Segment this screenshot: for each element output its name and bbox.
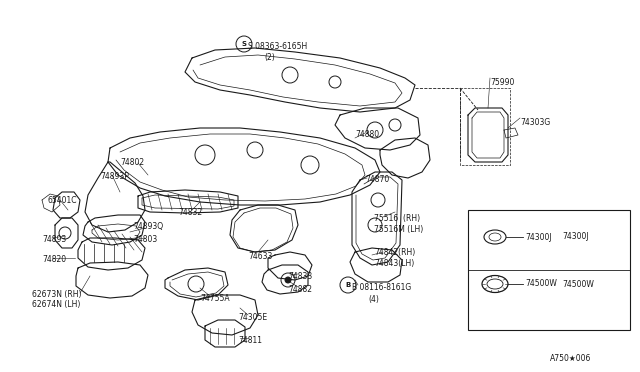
- Text: B: B: [346, 282, 351, 288]
- Text: 74755A: 74755A: [200, 294, 230, 303]
- Text: 74303G: 74303G: [520, 118, 550, 127]
- Text: 62673N (RH): 62673N (RH): [32, 290, 81, 299]
- Text: S 08363-6165H: S 08363-6165H: [248, 42, 307, 51]
- Text: 65401C: 65401C: [48, 196, 77, 205]
- Text: (2): (2): [264, 53, 275, 62]
- Text: 74842(RH): 74842(RH): [374, 248, 415, 257]
- Text: B 08116-8161G: B 08116-8161G: [352, 283, 412, 292]
- Text: 74832: 74832: [178, 208, 202, 217]
- Text: 74843(LH): 74843(LH): [374, 259, 414, 268]
- Text: 74893P: 74893P: [100, 172, 129, 181]
- Text: 74305E: 74305E: [238, 313, 267, 322]
- Circle shape: [285, 277, 291, 283]
- Text: 74803: 74803: [133, 235, 157, 244]
- Text: 74833: 74833: [288, 272, 312, 281]
- Text: 74300J: 74300J: [525, 232, 552, 241]
- Text: 74882: 74882: [288, 285, 312, 294]
- Text: 74633: 74633: [248, 252, 273, 261]
- Text: 74893Q: 74893Q: [133, 222, 163, 231]
- Text: S: S: [241, 41, 246, 47]
- Text: 75516M (LH): 75516M (LH): [374, 225, 423, 234]
- Text: 75990: 75990: [490, 78, 515, 87]
- Text: 74870: 74870: [365, 175, 389, 184]
- Text: 74300J: 74300J: [562, 232, 589, 241]
- Text: A750★006: A750★006: [550, 354, 591, 363]
- Bar: [468, 210, 630, 330]
- Text: 74893: 74893: [42, 235, 67, 244]
- Text: 74811: 74811: [238, 336, 262, 345]
- Text: 74820: 74820: [42, 255, 66, 264]
- Text: (4): (4): [368, 295, 379, 304]
- Text: 62674N (LH): 62674N (LH): [32, 300, 81, 309]
- Text: 75516  (RH): 75516 (RH): [374, 214, 420, 223]
- Text: 74500W: 74500W: [562, 280, 594, 289]
- Text: 74880: 74880: [355, 130, 379, 139]
- Text: 74802: 74802: [120, 158, 144, 167]
- Text: 74500W: 74500W: [525, 279, 557, 289]
